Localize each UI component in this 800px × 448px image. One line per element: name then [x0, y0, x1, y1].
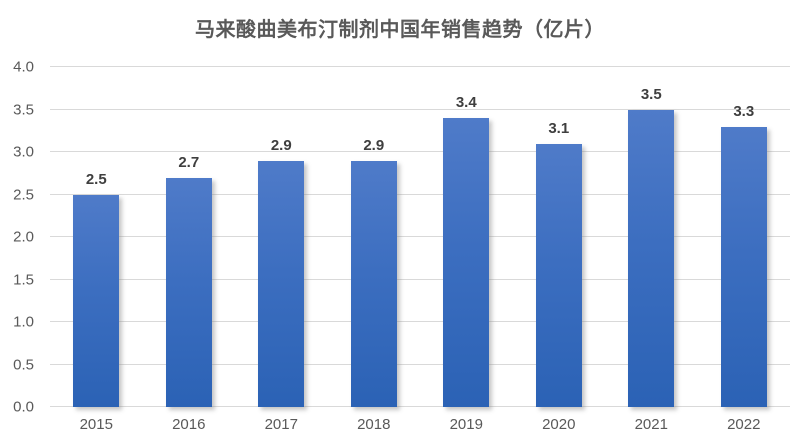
y-axis-tick-label: 3.0 — [13, 143, 34, 161]
gridline — [50, 66, 790, 67]
bar-category-2015: 2.5 — [50, 67, 143, 407]
x-axis-tick-label: 2020 — [542, 416, 576, 433]
gridline — [50, 236, 790, 237]
bar-2020: 3.1 — [535, 120, 582, 407]
bar-category-2020: 3.1 — [513, 67, 606, 407]
bar-2015: 2.5 — [73, 171, 120, 407]
bar-category-2017: 2.9 — [235, 67, 328, 407]
gridline — [50, 406, 790, 407]
bar-data-label: 2.9 — [363, 136, 385, 154]
y-axis-tick-label: 3.5 — [13, 101, 34, 118]
y-axis-tick-label: 1.5 — [13, 271, 34, 288]
plot-area: 2.5 2.7 2.9 2.9 3.4 3.1 3.5 3.3 — [50, 66, 790, 407]
bar-category-2022: 3.3 — [698, 67, 791, 407]
bar-data-label: 2.9 — [270, 136, 292, 154]
bar-2016: 2.7 — [165, 154, 212, 407]
gridline — [50, 108, 790, 110]
y-axis-tick-label: 4.0 — [13, 58, 34, 76]
bar-data-label: 2.5 — [85, 170, 107, 188]
bar-data-label: 3.4 — [455, 94, 477, 111]
bars-container: 2.5 2.7 2.9 2.9 3.4 3.1 3.5 3.3 — [50, 67, 790, 407]
gridline — [50, 278, 790, 280]
bar-data-label: 2.7 — [178, 153, 200, 171]
y-axis-tick-label: 1.0 — [13, 313, 34, 331]
x-axis-tick-label: 2019 — [449, 416, 483, 433]
gridline — [50, 321, 790, 322]
x-axis-tick-label: 2017 — [264, 416, 298, 433]
bar-category-2016: 2.7 — [143, 67, 236, 407]
bar-category-2018: 2.9 — [328, 67, 421, 407]
x-axis-tick-label: 2018 — [357, 416, 391, 433]
bar-data-label: 3.1 — [548, 119, 570, 137]
y-axis-tick-label: 0.0 — [13, 398, 34, 416]
x-axis-tick-label: 2016 — [172, 416, 206, 433]
chart-title: 马来酸曲美布汀制剂中国年销售趋势（亿片） — [195, 19, 605, 41]
gridline — [50, 193, 790, 195]
y-axis-tick-label: 2.5 — [13, 186, 34, 203]
x-axis-tick-label: 2021 — [634, 416, 668, 433]
bar-2019: 3.4 — [443, 94, 490, 407]
bar-data-label: 3.3 — [733, 102, 755, 120]
x-axis-tick-label: 2022 — [727, 416, 761, 433]
y-axis-labels: 0.0 0.5 1.0 1.5 2.0 2.5 3.0 3.5 4.0 — [0, 59, 40, 416]
y-axis-tick-label: 2.0 — [13, 228, 34, 246]
bar-data-label: 3.5 — [640, 85, 662, 103]
y-axis-tick-label: 0.5 — [13, 356, 34, 373]
bar-2018: 2.9 — [350, 137, 397, 407]
x-axis-labels: 2015 2016 2017 2018 2019 2020 2021 2022 — [50, 416, 790, 433]
x-axis-tick-label: 2015 — [79, 416, 113, 433]
bar-2017: 2.9 — [258, 137, 305, 407]
bar-2022: 3.3 — [720, 103, 767, 407]
bar-category-2019: 3.4 — [420, 67, 513, 407]
bar-category-2021: 3.5 — [605, 67, 698, 407]
gridline — [50, 363, 790, 365]
gridline — [50, 151, 790, 152]
bar-2021: 3.5 — [628, 86, 675, 407]
